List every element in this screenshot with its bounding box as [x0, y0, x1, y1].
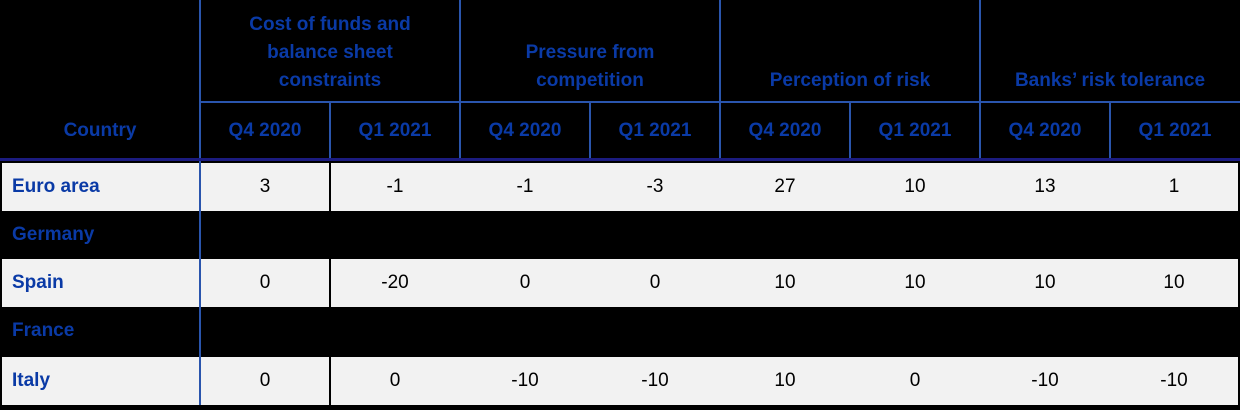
table-row-spain: Spain 0 -20 0 0 10 10 10 10	[2, 259, 1238, 307]
cell-value: 27	[774, 176, 796, 197]
quarter-column-header: Q4 2020	[1008, 119, 1082, 141]
cell-value: -1	[386, 176, 404, 197]
grid-line-quarter-divider	[1109, 103, 1111, 158]
grid-line-quarter-divider	[329, 103, 331, 158]
row-label: Italy	[12, 370, 51, 391]
cell-value: 0	[259, 370, 271, 391]
grid-line-group-divider	[979, 0, 981, 158]
quarter-column-header: Q4 2020	[228, 119, 302, 141]
cell-value: 10	[1034, 272, 1056, 293]
group-header-perception-of-risk: Perception of risk	[769, 70, 931, 91]
row-label: Spain	[12, 272, 64, 293]
cell-value: -10	[641, 370, 669, 391]
cell-value: -10	[511, 370, 539, 391]
table-row-italy: Italy 0 0 -10 -10 10 0 -10 -10	[2, 357, 1238, 405]
grid-line-country-divider	[199, 0, 201, 405]
cell-value: 10	[904, 176, 926, 197]
table-row-france: France	[2, 307, 1238, 355]
group-header-banks-risk-tolerance: Banks’ risk tolerance	[1014, 70, 1206, 91]
cell-value: 10	[1163, 272, 1185, 293]
cell-value: 10	[774, 272, 796, 293]
cell-value: 10	[774, 370, 796, 391]
grid-line-quarter-divider	[849, 103, 851, 158]
grid-line-body-divider-black	[329, 161, 331, 405]
country-column-header: Country	[63, 119, 137, 141]
quarter-column-header: Q1 2021	[358, 119, 432, 141]
grid-line-group-divider	[719, 0, 721, 158]
row-label: France	[12, 320, 75, 341]
header-row-underline-navy	[0, 158, 1240, 161]
cell-value: 13	[1034, 176, 1056, 197]
cell-value: 0	[389, 370, 401, 391]
grid-line-quarter-divider	[589, 103, 591, 158]
cell-value: -3	[646, 176, 664, 197]
quarter-column-header: Q1 2021	[618, 119, 692, 141]
cell-value: 0	[909, 370, 921, 391]
cell-value: 1	[1168, 176, 1180, 197]
group-header-cost-of-funds: Cost of funds and balance sheet constrai…	[249, 14, 411, 91]
group-header-pressure-from-competition: Pressure from competition	[525, 42, 655, 91]
cell-value: 3	[259, 176, 271, 197]
quarter-column-header: Q4 2020	[748, 119, 822, 141]
cell-value: 0	[519, 272, 531, 293]
cell-value: -20	[381, 272, 409, 293]
quarter-column-header: Q4 2020	[488, 119, 562, 141]
cell-value: -10	[1160, 370, 1188, 391]
quarter-column-header: Q1 2021	[1138, 119, 1212, 141]
cell-value: -1	[516, 176, 534, 197]
cell-value: 0	[649, 272, 661, 293]
cell-value: -10	[1031, 370, 1059, 391]
quarter-column-header: Q1 2021	[878, 119, 952, 141]
header-group-underline	[200, 101, 1240, 103]
table-row-euro-area: Euro area 3 -1 -1 -3 27 10 13 1	[2, 163, 1238, 211]
table-row-germany: Germany	[2, 211, 1238, 259]
row-label: Germany	[12, 224, 95, 245]
cell-value: 0	[259, 272, 271, 293]
cell-value: 10	[904, 272, 926, 293]
grid-line-group-divider	[459, 0, 461, 158]
row-label: Euro area	[12, 176, 100, 197]
